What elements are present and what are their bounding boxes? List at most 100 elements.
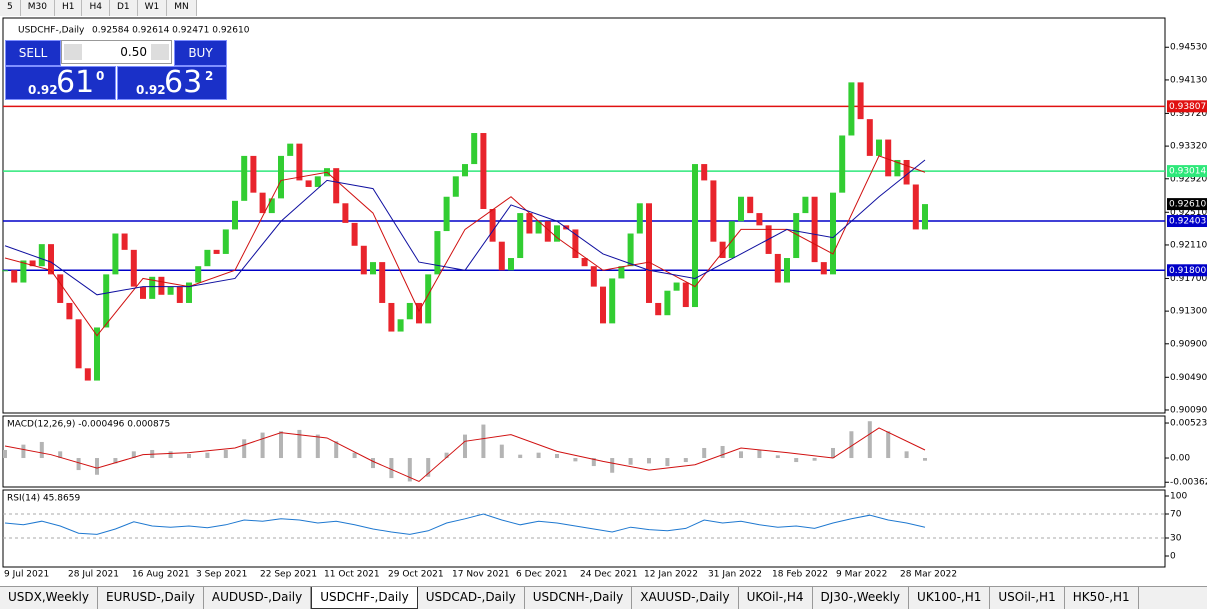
candle-body — [719, 241, 726, 259]
candle-body — [673, 282, 680, 291]
timeframe-button[interactable]: M30 — [21, 0, 55, 16]
y-tick-label: 0.90090 — [1170, 405, 1207, 415]
macd-bar — [702, 447, 707, 459]
level-tag — [1167, 100, 1207, 113]
macd-bar — [315, 434, 320, 459]
candle-body — [572, 229, 579, 259]
y-tick-label: 0.90490 — [1170, 373, 1207, 383]
lot-down[interactable] — [64, 44, 82, 60]
x-tick-label: 11 Oct 2021 — [324, 570, 380, 580]
macd-bar — [279, 431, 283, 459]
timeframe-button[interactable]: MN — [167, 0, 197, 16]
candle-body — [747, 196, 754, 214]
candle-body — [728, 221, 735, 259]
candle-body — [167, 286, 174, 295]
candle-body — [342, 203, 349, 223]
candle-body — [305, 180, 312, 187]
x-tick-label: 31 Jan 2022 — [708, 570, 762, 580]
macd-label: MACD(12,26,9) -0.000496 0.000875 — [7, 420, 170, 430]
candle-body — [195, 266, 202, 283]
timeframe-button[interactable]: 5 — [0, 0, 21, 16]
chart-tab[interactable]: USOil-,H1 — [990, 587, 1065, 609]
x-tick-label: 29 Oct 2021 — [388, 570, 444, 580]
candle-body — [471, 133, 478, 165]
candle-body — [903, 159, 910, 185]
moving-average — [4, 155, 926, 337]
chart-tab[interactable]: HK50-,H1 — [1065, 587, 1139, 609]
macd-bar — [3, 449, 7, 459]
bid-box[interactable]: 0.92 61 0 — [5, 65, 116, 100]
lot-up[interactable] — [151, 44, 169, 60]
candle-body — [370, 262, 376, 275]
current-price-tag — [1167, 198, 1207, 211]
x-tick-label: 17 Nov 2021 — [452, 570, 510, 580]
candle-body — [535, 221, 542, 234]
candle-body — [682, 282, 689, 308]
chart-tab[interactable]: XAUUSD-,Daily — [632, 587, 739, 609]
y-tick-label: 0.94530 — [1170, 43, 1207, 53]
candle-body — [57, 274, 64, 303]
candle-body — [600, 286, 606, 324]
candle-body — [38, 244, 45, 267]
macd-bar — [647, 458, 651, 464]
candle-body — [498, 241, 505, 271]
ask-big-figure: 0.92 — [136, 83, 166, 97]
candle-body — [664, 290, 671, 316]
timeframe-button[interactable]: H4 — [82, 0, 110, 16]
chart-tab[interactable]: USDCAD-,Daily — [418, 587, 525, 609]
sell-button[interactable]: SELL — [5, 40, 61, 66]
y-tick-label: 0.00523 — [1170, 419, 1207, 429]
candle-body — [130, 249, 137, 287]
chart-tab[interactable]: USDCHF-,Daily — [311, 587, 418, 609]
timeframe-button[interactable]: H1 — [55, 0, 83, 16]
candle-body — [738, 196, 744, 222]
ask-box[interactable]: 0.92 63 2 — [117, 65, 227, 100]
y-tick-label: 0.91300 — [1170, 307, 1207, 317]
timeframe-button[interactable]: W1 — [138, 0, 168, 16]
macd-bar — [610, 458, 615, 473]
chart-tab[interactable]: USDX,Weekly — [0, 587, 98, 609]
pane-frame — [2, 415, 1166, 488]
candle-body — [627, 233, 634, 267]
x-tick-label: 28 Mar 2022 — [900, 570, 957, 580]
level-label: 0.93014 — [1169, 167, 1206, 177]
buy-button[interactable]: BUY — [174, 40, 227, 66]
candle-body — [793, 213, 800, 259]
candle-body — [802, 196, 809, 214]
timeframe-button[interactable]: D1 — [110, 0, 138, 16]
macd-bar — [683, 458, 688, 463]
chart-tab[interactable]: UK100-,H1 — [909, 587, 991, 609]
lot-field[interactable]: 0.50 — [61, 40, 172, 64]
chart-tab[interactable]: DJ30-,Weekly — [813, 587, 910, 609]
macd-bar — [481, 424, 486, 459]
candle-body — [66, 302, 73, 320]
candle-body — [241, 155, 248, 201]
candle-body — [416, 302, 422, 324]
candle-body — [94, 327, 100, 381]
y-tick-label: 0.92110 — [1170, 240, 1207, 250]
chart-tab[interactable]: UKOil-,H4 — [739, 587, 813, 609]
macd-bar — [886, 431, 891, 459]
candle-body — [646, 203, 652, 303]
macd-bar — [573, 458, 578, 462]
x-tick-label: 9 Jul 2021 — [4, 570, 49, 580]
level-tag — [1167, 264, 1207, 277]
macd-signal — [4, 427, 926, 483]
candle-body — [452, 176, 459, 197]
candle-body — [259, 192, 266, 214]
candle-body — [912, 184, 919, 230]
macd-bar — [426, 458, 431, 477]
candle-body — [526, 213, 533, 234]
y-tick-label: 0.92920 — [1170, 174, 1207, 184]
candle-body — [774, 253, 781, 283]
chart-tab[interactable]: EURUSD-,Daily — [98, 587, 204, 609]
candle-body — [222, 229, 229, 254]
chart-tab[interactable]: AUDUSD-,Daily — [204, 587, 312, 609]
chart-tab[interactable]: USDCNH-,Daily — [525, 587, 633, 609]
candle-body — [636, 203, 643, 234]
ask-fraction: 2 — [205, 69, 214, 83]
macd-bar — [775, 455, 780, 459]
candle-body — [48, 244, 54, 275]
ask-pips: 63 — [164, 65, 203, 100]
macd-bar — [923, 458, 927, 461]
